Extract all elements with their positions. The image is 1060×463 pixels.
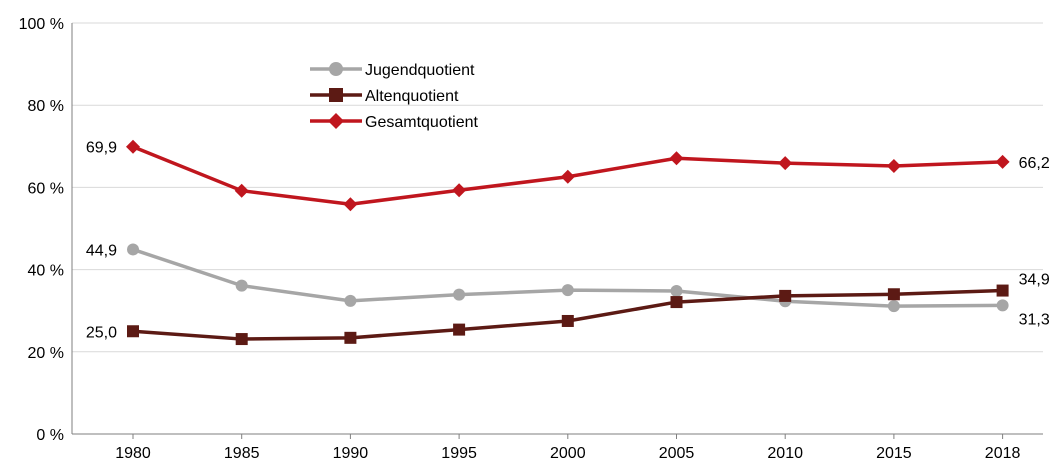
y-tick-label: 80 % [28,98,64,115]
series-line [132,288,1003,341]
legend-item-altenquotient: Altenquotient [310,88,459,105]
data-point [886,159,901,174]
data-label: 69,9 [86,140,117,157]
y-tick-label: 20 % [28,345,64,362]
data-point [669,151,684,166]
legend-label: Gesamtquotient [365,114,479,131]
data-point [887,300,900,313]
data-point [887,288,900,301]
data-label: 31,3 [1019,311,1050,328]
data-point [452,183,467,198]
data-point [996,284,1009,297]
data-point [779,289,792,302]
data-point [670,296,683,309]
data-point [561,314,574,327]
legend-marker [329,62,343,76]
x-tick-label: 1985 [224,445,260,462]
x-tick-label: 2018 [985,445,1021,462]
data-point [670,284,683,297]
data-point [126,139,140,154]
data-point [127,243,139,256]
data-label: 34,9 [1019,272,1050,289]
series-jugendquotient [127,243,1009,313]
y-tick-label: 100 % [19,16,64,33]
data-point [561,284,574,297]
x-tick-label: 1995 [441,445,477,462]
data-label: 25,0 [86,324,117,341]
data-point [453,323,466,336]
x-tick-label: 1980 [115,445,151,462]
data-point [344,331,357,344]
data-point [453,288,466,301]
series-line [132,247,1003,308]
data-point [127,325,139,338]
data-point [234,183,249,198]
x-tick-label: 2010 [767,445,803,462]
data-point [995,154,1010,169]
x-tick-label: 2000 [550,445,586,462]
legend-label: Jugendquotient [365,62,475,79]
data-label: 66,2 [1019,155,1050,172]
series-lines [126,139,1010,346]
legend-label: Altenquotient [365,88,459,105]
data-point [343,197,358,212]
legend-item-jugendquotient: Jugendquotient [310,62,475,79]
legend-marker [328,113,344,129]
data-label: 44,9 [86,242,117,259]
y-tick-label: 40 % [28,263,64,280]
legend-marker [329,88,343,102]
axes [71,23,1043,439]
series-gesamtquotient [126,139,1010,212]
x-tick-label: 2005 [659,445,695,462]
data-point [560,169,575,184]
series-altenquotient [127,284,1009,346]
legend-item-gesamtquotient: Gesamtquotient [310,113,479,131]
y-tick-label: 60 % [28,180,64,197]
data-point [996,299,1009,312]
data-point [235,333,248,346]
y-axis-tick-labels: 0 % 20 % 40 % 60 % 80 % 100 % [19,16,64,444]
legend: Jugendquotient Altenquotient Gesamtquotien… [310,62,479,131]
y-tick-label: 0 % [36,427,64,444]
x-axis-tick-labels: 1980 1985 1990 1995 2000 2005 2010 2015 2018 [115,445,1020,462]
data-point [778,156,793,171]
data-point [235,279,248,292]
data-labels: 69,9 66,2 44,9 31,3 25,0 34,9 [86,140,1050,342]
x-tick-label: 1990 [333,445,369,462]
x-tick-label: 2015 [876,445,912,462]
data-point [344,294,357,307]
